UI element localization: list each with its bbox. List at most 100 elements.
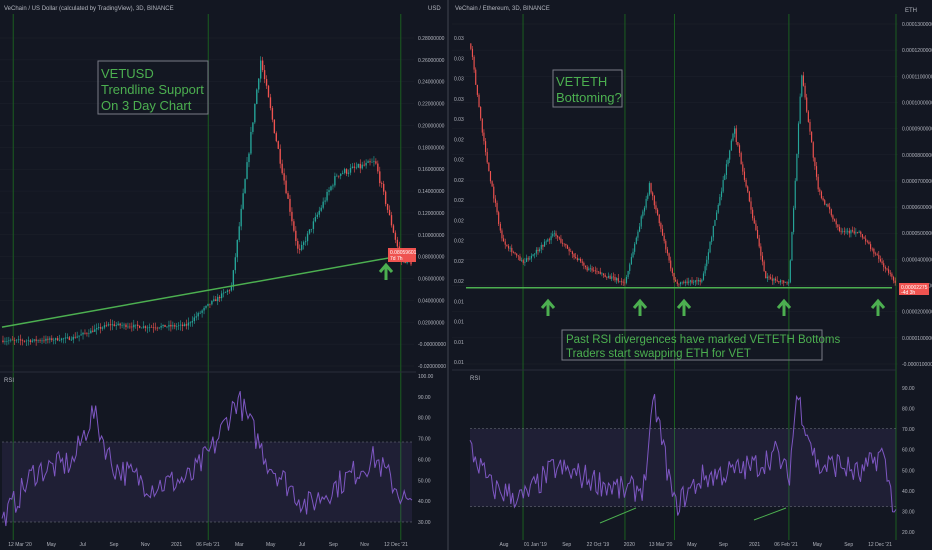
right-candle-body <box>527 258 529 260</box>
right-candle-body <box>530 255 533 259</box>
right-candle-body <box>752 209 754 219</box>
right-candle-body <box>635 237 637 244</box>
right-candle-body <box>781 280 783 282</box>
right-candle-body <box>511 247 513 253</box>
right-badge-time: -4d 3h <box>901 290 915 296</box>
right-price-tick-label: 0.0000700000 <box>902 179 932 185</box>
right-candle-body <box>681 281 683 283</box>
right-candle-body <box>894 280 896 283</box>
right-rsi-line <box>469 393 897 516</box>
right-candle-body <box>573 254 575 258</box>
left-candle-body <box>17 339 20 341</box>
right-candle-body <box>863 237 865 239</box>
right-candle-body <box>529 258 531 260</box>
right-candle-body <box>566 245 569 249</box>
right-candle-body <box>763 261 765 272</box>
left-candle-body <box>64 337 67 339</box>
left-candle-body <box>170 324 172 327</box>
right-time-tick-label: May <box>813 542 823 548</box>
left-rsi-tick-label: 60.00 <box>418 457 431 463</box>
right-candle-body <box>565 243 567 246</box>
left-candle-body <box>310 228 313 230</box>
right-candle-body <box>534 253 536 255</box>
right-candle-body <box>578 259 580 261</box>
right-candle-body <box>770 277 772 279</box>
left-candle-body <box>304 241 307 243</box>
right-price-tick-label: -0.0000100000 <box>902 362 932 368</box>
left-candle-body <box>248 153 250 163</box>
left-rsi-tick-label: 90.00 <box>418 395 431 401</box>
left-candle-body <box>123 324 125 326</box>
right-candle-body <box>616 278 618 281</box>
right-candle-body <box>870 244 872 249</box>
right-candle-body <box>614 277 616 281</box>
right-candle-body <box>753 218 755 224</box>
right-candle-body <box>879 259 882 262</box>
left-candle-body <box>388 209 391 216</box>
right-candle-body <box>675 279 677 282</box>
right-candle-body <box>884 266 886 269</box>
left-time-axis: 12 Mar '20 May Jul Sep Nov 2021 06 Feb '21 Mar M… <box>8 542 408 548</box>
right-candle-body <box>581 261 583 263</box>
left-candle-body <box>230 286 233 291</box>
left-candle-body <box>384 191 387 204</box>
right-candle-body <box>809 121 811 132</box>
left-candle-body <box>158 327 160 329</box>
right-candle-body <box>586 267 588 271</box>
right-candle-body <box>576 258 578 261</box>
left-candle-body <box>176 326 178 327</box>
right-candle-body <box>470 43 472 49</box>
right-green-arrows <box>540 298 886 316</box>
left-time-tick-label: May <box>47 542 57 548</box>
right-candle-body <box>876 254 878 256</box>
left-time-tick-label: Sep <box>110 542 119 548</box>
annotation-vetusd: VETUSD <box>101 66 154 81</box>
right-price-tick-label: 0.0000100000 <box>902 336 932 342</box>
right-candle-body <box>820 191 823 199</box>
right-candle-body <box>537 249 539 251</box>
right-rsi-band <box>470 428 896 507</box>
right-candle-body <box>889 272 891 274</box>
left-candle-body <box>258 78 260 90</box>
right-candle-body <box>519 256 521 261</box>
right-candle-body <box>793 208 795 232</box>
left-candle-body <box>60 338 63 341</box>
right-candle-body <box>612 276 614 278</box>
annotation-veteth: VETETH <box>556 74 607 89</box>
right-candle-body <box>548 239 551 241</box>
left-chart-panel: VeChain / US Dollar (calculated by Tradi… <box>0 6 446 548</box>
left-candle-body <box>357 163 359 168</box>
right-candle-body <box>657 209 659 215</box>
left-candle-body <box>162 324 164 327</box>
right-candle-body <box>812 142 814 158</box>
left-candle-body <box>142 326 145 328</box>
right-time-tick-label: 06 Feb '21 <box>774 542 798 548</box>
right-inner-tick-label: 0.01 <box>454 340 464 346</box>
left-candle-body <box>252 122 254 132</box>
right-candle-body <box>604 275 606 277</box>
right-candle-body <box>827 204 829 207</box>
left-candle-body <box>379 171 381 184</box>
left-candle-body <box>283 173 285 181</box>
left-candle-body <box>312 221 315 229</box>
left-candle-body <box>199 312 201 314</box>
left-candle-body <box>8 340 10 342</box>
left-time-tick-label: May <box>266 542 276 548</box>
right-candle-body <box>509 247 511 249</box>
left-candle-body <box>386 203 389 210</box>
right-candle-body <box>658 214 660 224</box>
left-price-tick-label: -0.02000000 <box>418 364 446 370</box>
left-candle-body <box>23 340 26 342</box>
right-price-tick-label: 0.0000900000 <box>902 127 932 133</box>
right-candle-body <box>750 201 752 210</box>
right-candle-body <box>799 96 801 124</box>
right-candle-body <box>552 233 554 237</box>
right-candle-body <box>738 145 741 153</box>
left-candle-body <box>291 211 293 222</box>
right-candle-body <box>758 238 760 247</box>
left-candle-body <box>92 330 94 332</box>
left-candle-body <box>338 175 340 177</box>
right-candle-body <box>873 248 875 254</box>
left-candle-body <box>234 257 236 271</box>
